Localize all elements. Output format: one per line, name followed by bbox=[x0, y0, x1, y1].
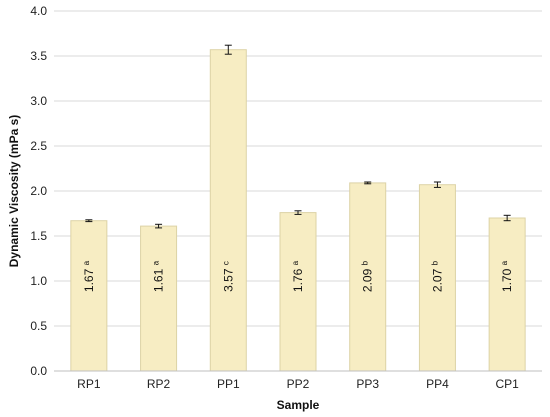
significance-letter: c bbox=[221, 261, 230, 265]
significance-letter: a bbox=[500, 260, 509, 265]
error-bar-pp3 bbox=[364, 181, 372, 185]
y-tick-label: 4.0 bbox=[30, 4, 47, 18]
x-tick-label: PP1 bbox=[217, 377, 240, 391]
y-tick-label: 1.5 bbox=[30, 229, 47, 243]
significance-letter: b bbox=[361, 260, 370, 265]
error-bar-cp1 bbox=[503, 214, 511, 222]
y-tick-label: 1.0 bbox=[30, 274, 47, 288]
bar-rp2 bbox=[140, 225, 178, 372]
y-axis-title: Dynamic Viscosity (mPa s) bbox=[7, 115, 21, 268]
y-tick-label: 0.5 bbox=[30, 319, 47, 333]
bar-value-label: 1.67 a bbox=[82, 260, 96, 292]
bar-rp1 bbox=[70, 220, 108, 372]
y-tick-label: 2.0 bbox=[30, 184, 47, 198]
x-axis-title: Sample bbox=[277, 398, 320, 412]
bar-value-labels: 1.67 a 1.61 a 3.57 c 1.76 a 2.09 b 2.07 b 1.70… bbox=[82, 260, 514, 292]
bar-value-label: 2.09 b bbox=[361, 260, 375, 292]
error-bar-pp4 bbox=[433, 181, 441, 188]
error-bar-rp2 bbox=[155, 223, 163, 229]
bar-pp2 bbox=[279, 212, 317, 372]
y-tick-label: 3.0 bbox=[30, 94, 47, 108]
x-tick-label: RP1 bbox=[77, 377, 101, 391]
bar-value-label: 1.61 a bbox=[152, 260, 166, 292]
significance-letter: a bbox=[291, 260, 300, 265]
bar-value-label: 1.70 a bbox=[500, 260, 514, 292]
bar-value-label: 1.76 a bbox=[291, 260, 305, 292]
bars bbox=[70, 49, 526, 372]
bar-pp3 bbox=[349, 182, 387, 372]
y-tick-label: 0.0 bbox=[30, 364, 47, 378]
bar-value-label: 2.07 b bbox=[430, 260, 444, 292]
bar-pp1 bbox=[209, 49, 247, 372]
bar-cp1 bbox=[488, 217, 526, 372]
x-tick-label: PP3 bbox=[356, 377, 379, 391]
significance-letter: b bbox=[430, 260, 439, 265]
x-tick-label: RP2 bbox=[147, 377, 171, 391]
y-tick-label: 3.5 bbox=[30, 49, 47, 63]
error-bars bbox=[85, 44, 511, 229]
significance-letter: a bbox=[82, 260, 91, 265]
error-bar-rp1 bbox=[85, 219, 93, 223]
bar-value-label: 3.57 c bbox=[221, 261, 235, 292]
x-axis-ticks: RP1 RP2 PP1 PP2 PP3 PP4 CP1 bbox=[77, 377, 519, 391]
y-tick-label: 2.5 bbox=[30, 139, 47, 153]
x-tick-label: PP2 bbox=[287, 377, 310, 391]
x-tick-label: CP1 bbox=[495, 377, 519, 391]
y-axis-ticks: 0.0 0.5 1.0 1.5 2.0 2.5 3.0 3.5 4.0 bbox=[30, 4, 47, 378]
error-bar-pp1 bbox=[224, 44, 232, 55]
x-tick-label: PP4 bbox=[426, 377, 449, 391]
significance-letter: a bbox=[152, 260, 161, 265]
error-bar-pp2 bbox=[294, 210, 302, 215]
